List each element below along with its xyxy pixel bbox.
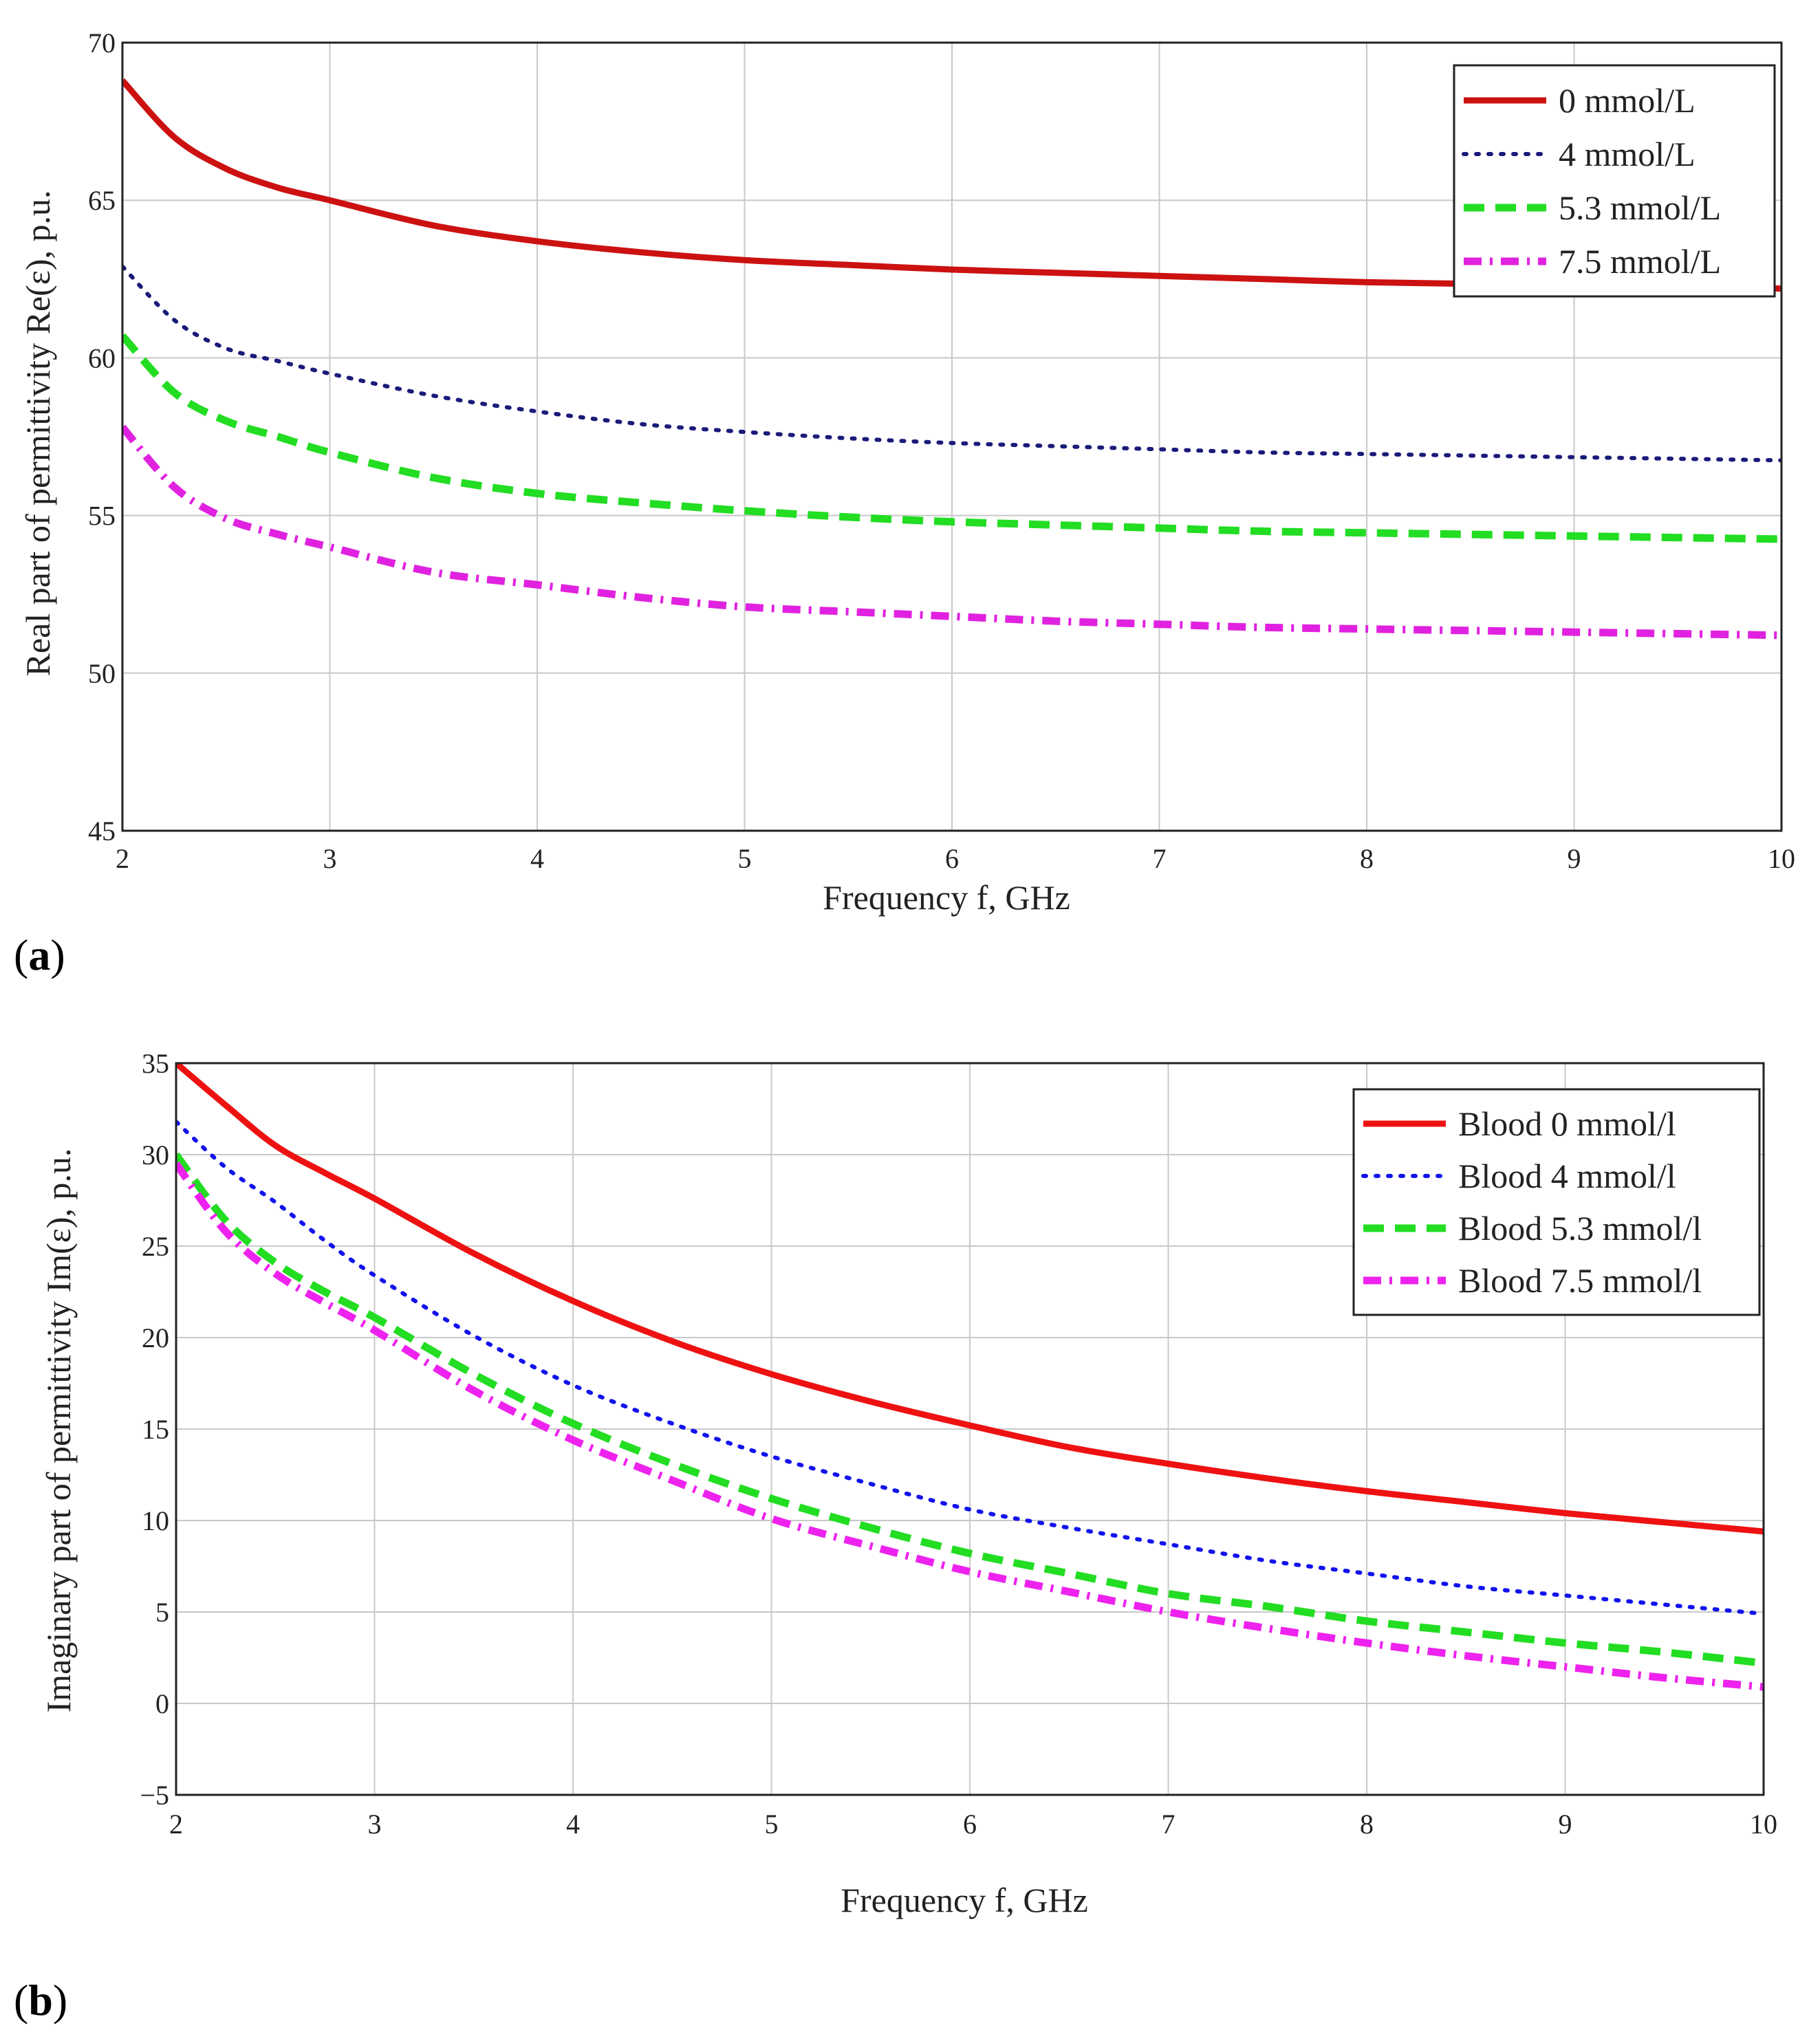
legend-label-3: 5.3 mmol/L bbox=[1559, 188, 1721, 227]
x-tick-label: 7 bbox=[1162, 1809, 1176, 1840]
x-tick-label: 3 bbox=[368, 1809, 382, 1840]
y-tick-label: −5 bbox=[140, 1780, 169, 1811]
legend-label-1: 0 mmol/L bbox=[1559, 81, 1696, 120]
x-tick-label: 4 bbox=[566, 1809, 580, 1840]
x-tick-label: 5 bbox=[765, 1809, 779, 1840]
y-tick-label: 25 bbox=[142, 1231, 169, 1262]
legend-label-2: 4 mmol/L bbox=[1559, 135, 1696, 173]
series-line-2 bbox=[122, 264, 1781, 463]
legend-box bbox=[1352, 1088, 1761, 1316]
y-tick-label: 55 bbox=[88, 501, 116, 532]
panel-label-a: (a) bbox=[14, 930, 65, 979]
y-tick-label: 60 bbox=[88, 342, 116, 373]
x-tick-label: 8 bbox=[1360, 1809, 1374, 1840]
legend-label-3: Blood 5.3 mmol/l bbox=[1458, 1209, 1702, 1247]
x-axis-label: Frequency f, GHz bbox=[823, 878, 1070, 917]
y-tick-label: 70 bbox=[88, 28, 116, 58]
x-tick-label: 2 bbox=[169, 1809, 183, 1840]
x-tick-label: 4 bbox=[530, 843, 544, 874]
plot-frame bbox=[121, 41, 1783, 832]
panel-label-b-letter: b bbox=[28, 1976, 53, 2025]
plot-frame bbox=[175, 1062, 1765, 1796]
x-tick-label: 9 bbox=[1568, 843, 1581, 874]
y-tick-label: 50 bbox=[88, 658, 116, 689]
x-tick-label: 3 bbox=[323, 843, 337, 874]
panel-label-a-letter: a bbox=[28, 930, 51, 979]
y-tick-label: 10 bbox=[142, 1505, 169, 1536]
x-tick-label: 5 bbox=[738, 843, 752, 874]
y-tick-label: 0 bbox=[155, 1688, 169, 1719]
figure-b: 2 3 4 5 6 7 8 9 10 −5 0 5 10 15 20 25 30 35 Blood 0 mmol/l… bbox=[0, 1018, 1820, 2039]
x-tick-label: 2 bbox=[116, 843, 129, 874]
y-tick-label: 65 bbox=[88, 185, 116, 216]
chart-b: 2 3 4 5 6 7 8 9 10 −5 0 5 10 15 20 25 30 35 Blood 0 mmol/l… bbox=[39, 1048, 1777, 1919]
y-tick-label: 15 bbox=[142, 1414, 169, 1445]
legend-label-1: Blood 0 mmol/l bbox=[1458, 1104, 1676, 1143]
y-axis-label: Imaginary part of permittivity Im(ε), p.… bbox=[39, 1148, 78, 1713]
series-line-3 bbox=[176, 1152, 1764, 1667]
series-line-3 bbox=[122, 333, 1781, 543]
x-tick-label: 9 bbox=[1559, 1809, 1572, 1840]
y-tick-label: 45 bbox=[88, 816, 116, 847]
figure-a: 2 3 4 5 6 7 8 9 10 45 50 55 60 65 70 0 mmol/L 4 mmol/L 5.… bbox=[0, 0, 1820, 1018]
x-tick-label: 6 bbox=[963, 1809, 977, 1840]
x-tick-label: 8 bbox=[1360, 843, 1374, 874]
panel-label-b: (b) bbox=[14, 1976, 68, 2025]
x-tick-label: 10 bbox=[1750, 1809, 1777, 1840]
y-axis-label: Real part of permittivity Re(ε), p.u. bbox=[19, 190, 57, 677]
y-tick-label: 35 bbox=[142, 1048, 169, 1079]
series-line-4 bbox=[176, 1162, 1764, 1691]
series-line-2 bbox=[176, 1120, 1764, 1616]
x-tick-label: 6 bbox=[945, 843, 959, 874]
y-tick-label: 5 bbox=[155, 1597, 169, 1628]
legend-label-4: 7.5 mmol/L bbox=[1559, 242, 1721, 281]
series-line-1 bbox=[176, 1063, 1764, 1535]
x-tick-label: 7 bbox=[1153, 843, 1167, 874]
legend-label-4: Blood 7.5 mmol/l bbox=[1458, 1261, 1702, 1300]
x-tick-label: 10 bbox=[1768, 843, 1795, 874]
y-tick-label: 20 bbox=[142, 1322, 169, 1353]
y-tick-label: 30 bbox=[142, 1140, 169, 1170]
legend-label-2: Blood 4 mmol/l bbox=[1458, 1157, 1676, 1195]
series-line-4 bbox=[122, 424, 1781, 640]
x-axis-label: Frequency f, GHz bbox=[841, 1881, 1088, 1919]
